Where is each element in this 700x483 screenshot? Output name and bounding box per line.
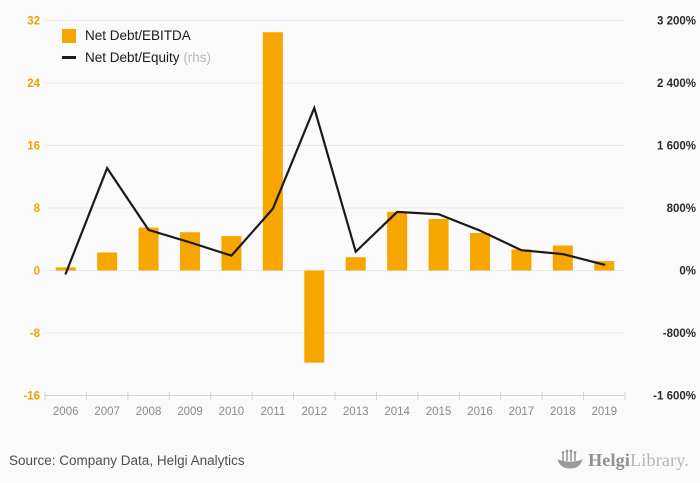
line-swatch-icon [62, 56, 76, 59]
right-axis-tick-label: 3 200% [657, 16, 696, 28]
right-axis-tick-label: 2 400% [657, 78, 696, 90]
x-axis-year-label: 2013 [343, 406, 369, 418]
bar-2016 [470, 233, 490, 271]
left-axis-tick-label: 8 [34, 203, 41, 215]
bar-series-net-debt-ebitda [55, 32, 615, 363]
x-axis-year-label: 2019 [591, 406, 617, 418]
bar-2019 [594, 261, 615, 271]
bar-2017 [511, 249, 532, 271]
bar-2008 [138, 227, 159, 271]
legend-label: Net Debt/Equity (rhs) [85, 50, 212, 65]
right-axis-tick-label: -1 600% [653, 391, 696, 403]
x-axis-year-label: 2008 [136, 406, 162, 418]
legend-item-net-debt-ebitda: Net Debt/EBITDA [62, 28, 211, 43]
left-axis-tick-label: 32 [27, 16, 40, 28]
bar-2012 [304, 270, 325, 363]
right-axis-tick-label: 0% [679, 266, 696, 278]
gridlines-group [45, 20, 625, 396]
right-axis-tick-label: 1 600% [657, 141, 696, 153]
bar-2007 [97, 252, 118, 271]
bar-2013 [345, 257, 366, 271]
chart-legend: Net Debt/EBITDA Net Debt/Equity (rhs) [62, 28, 211, 65]
left-axis-tick-label: 24 [27, 78, 40, 90]
legend-label: Net Debt/EBITDA [85, 28, 191, 43]
bar-2018 [552, 245, 573, 271]
left-axis-tick-label: -8 [30, 328, 41, 340]
bar-swatch-icon [62, 28, 76, 43]
x-axis-year-label: 2017 [509, 406, 535, 418]
rhs-tag: (rhs) [183, 50, 212, 65]
bar-2009 [180, 232, 200, 271]
bar-2014 [387, 211, 408, 271]
left-axis-tick-label: 16 [27, 141, 40, 153]
right-axis-tick-label: -800% [663, 328, 696, 340]
left-axis-tick-label: 0 [34, 266, 40, 278]
bar-2010 [221, 236, 242, 271]
line-series-net-debt-equity [64, 104, 606, 275]
bar-2006 [55, 267, 76, 271]
x-axis-year-label: 2016 [467, 406, 493, 418]
logo-wordmark: HelgiLibrary. [588, 449, 689, 470]
source-note: Source: Company Data, Helgi Analytics [9, 452, 245, 468]
x-axis-year-label: 2015 [426, 406, 452, 418]
chart-footer: Source: Company Data, Helgi Analytics He… [0, 445, 700, 475]
x-axis-year-label: 2014 [384, 406, 410, 418]
x-axis-year-label: 2012 [301, 406, 327, 418]
viking-ship-icon [557, 449, 583, 469]
bar-2011 [262, 32, 283, 271]
right-axis-tick-label: 800% [667, 203, 696, 215]
bar-2015 [428, 218, 449, 271]
x-axis-year-label: 2010 [219, 406, 245, 418]
x-axis-year-label: 2011 [260, 406, 285, 418]
y-axis-labels-group: 32 3 200% 24 2 400% 16 1 600% 8 800% 0 0% -8 -800% -… [23, 16, 696, 403]
x-axis-year-label: 2006 [53, 406, 79, 418]
x-axis-year-label: 2007 [94, 406, 120, 418]
left-axis-tick-label: -16 [23, 391, 40, 403]
helgi-library-logo: HelgiLibrary. [557, 449, 689, 471]
x-axis-group: 2006 2007 2008 2009 2010 2011 2012 2013 2014 2015… [44, 391, 626, 418]
x-axis-year-label: 2009 [177, 406, 203, 418]
legend-item-net-debt-equity: Net Debt/Equity (rhs) [62, 50, 211, 65]
x-axis-year-label: 2018 [550, 406, 576, 418]
chart-svg: 32 3 200% 24 2 400% 16 1 600% 8 800% 0 0% -8 -800% -… [23, 16, 696, 419]
